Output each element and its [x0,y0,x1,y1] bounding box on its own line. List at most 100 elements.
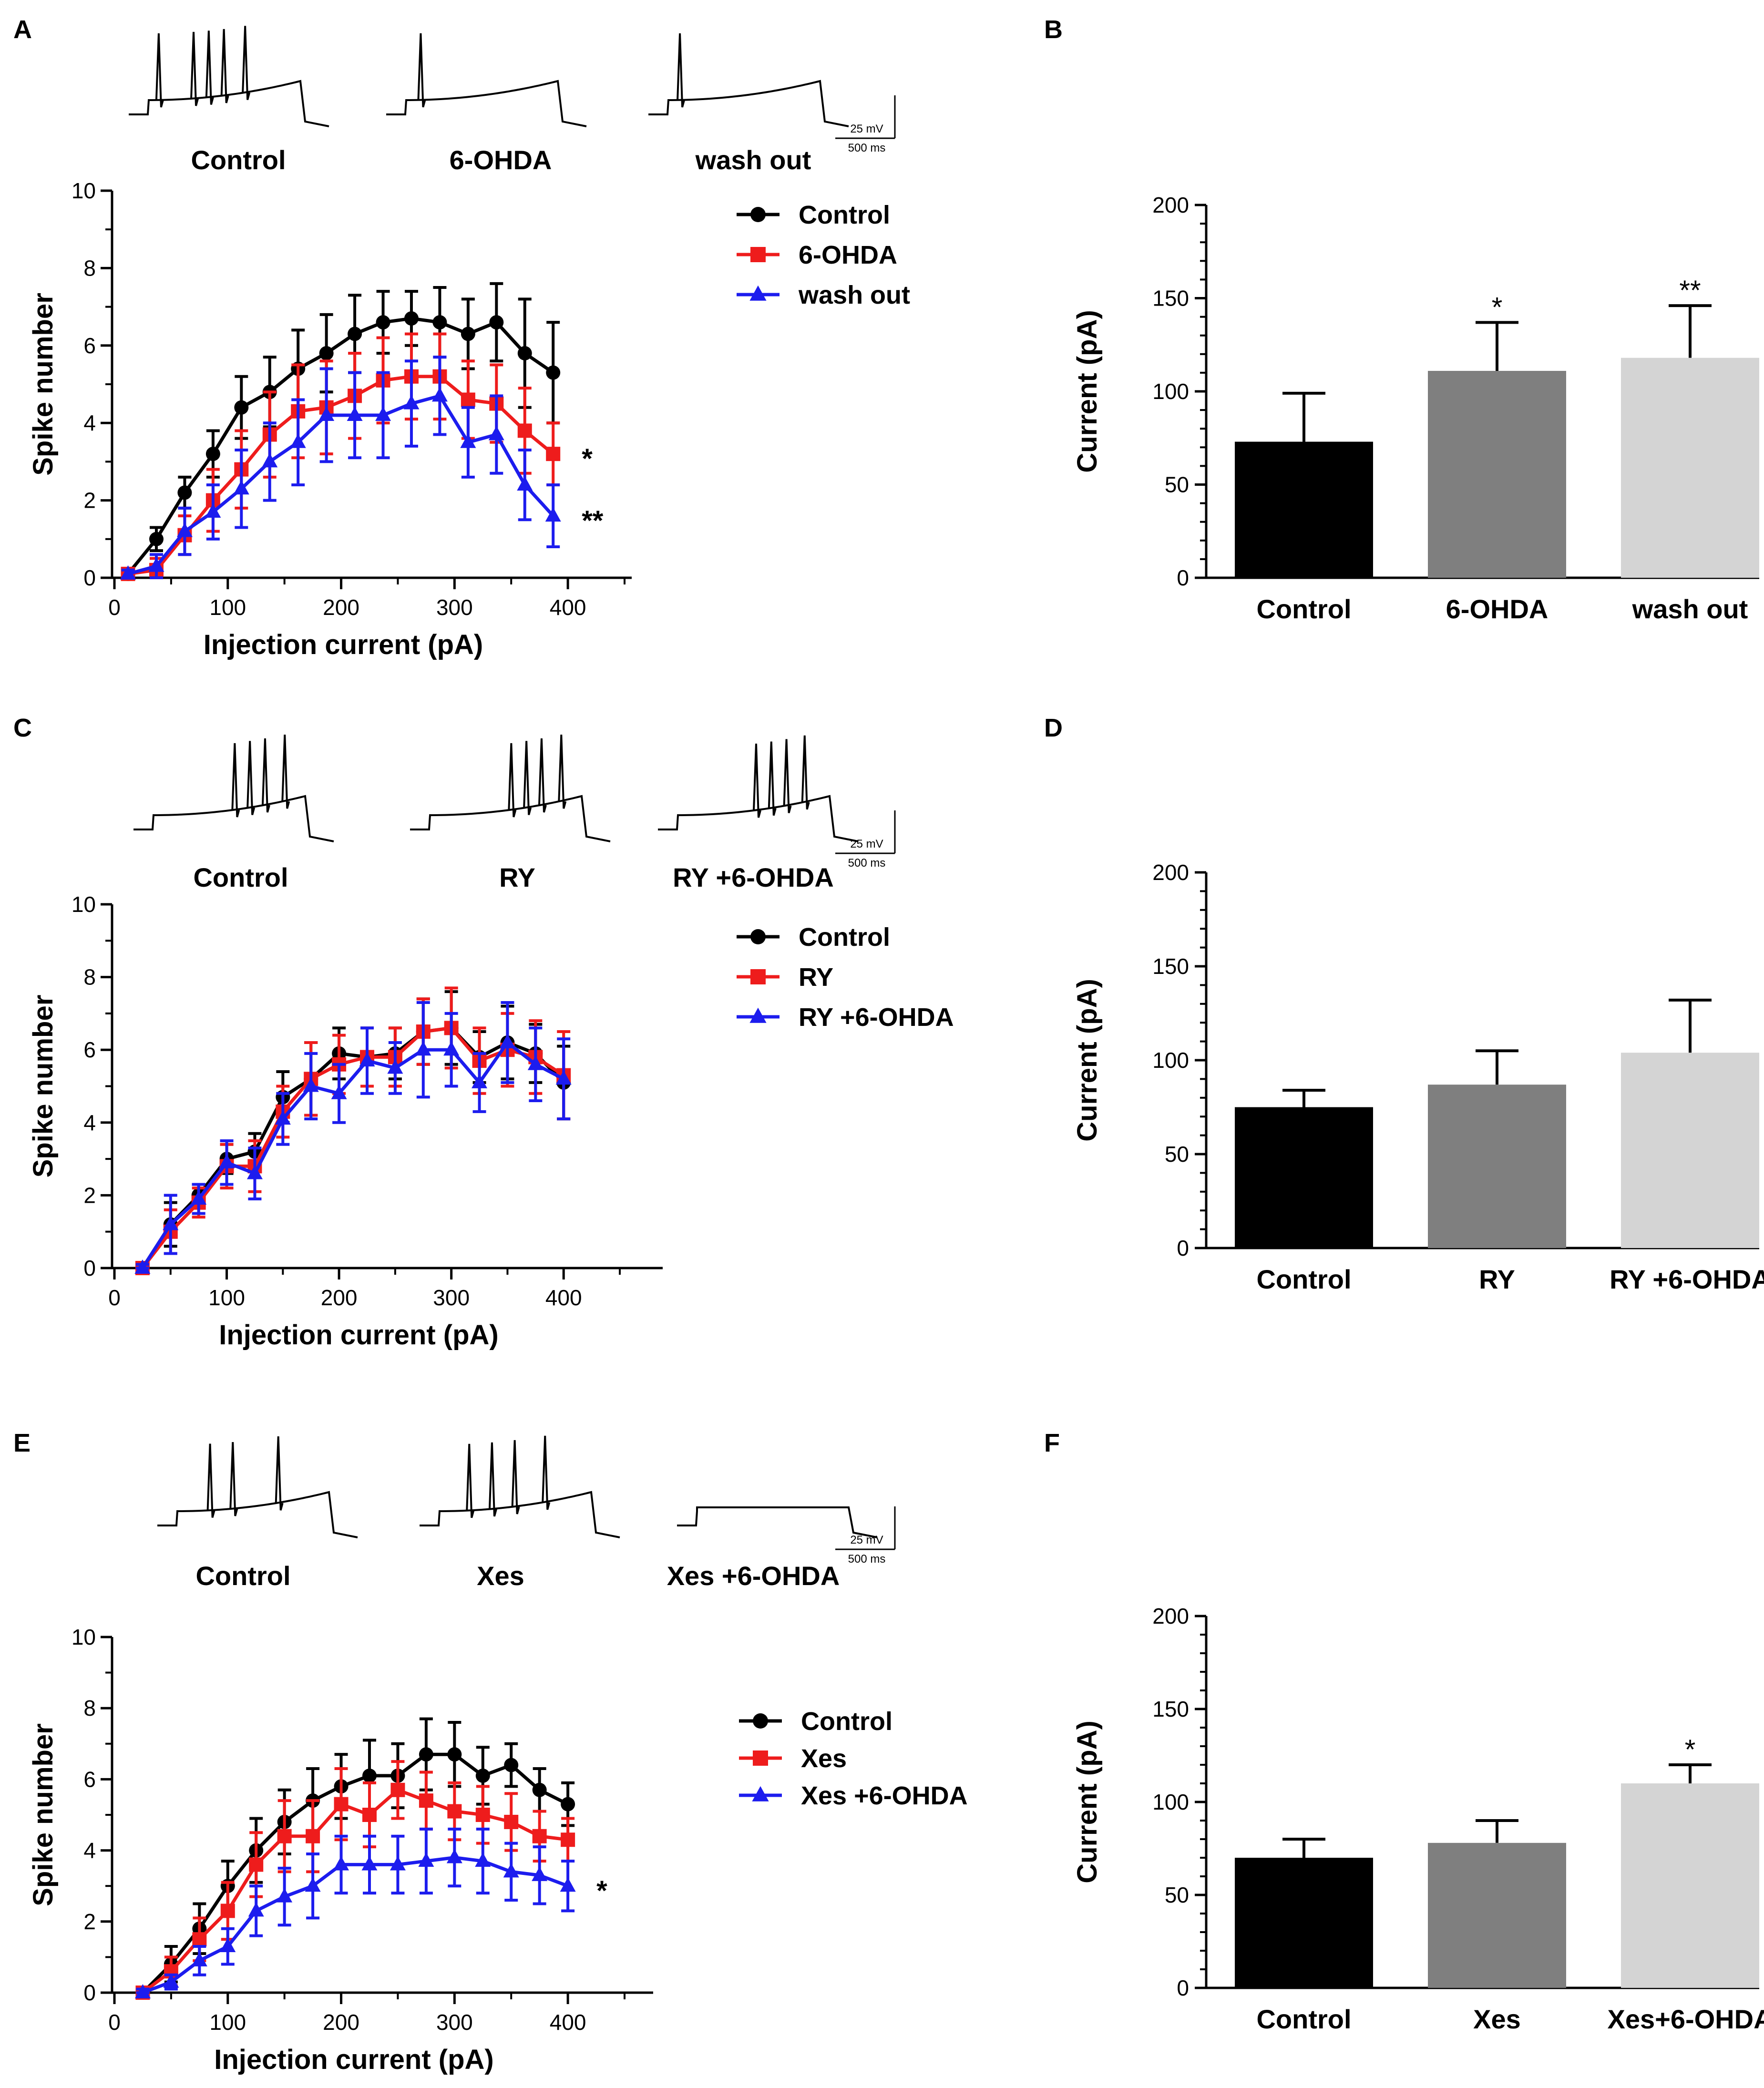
y-tick-label: 150 [1152,954,1189,979]
data-point [376,315,390,330]
panel-letter-d: D [1044,714,1063,742]
x-tick-label: 400 [550,595,586,620]
trace-label: RY +6-OHDA [673,862,834,892]
x-category-label: 6-OHDA [1446,594,1549,624]
data-point [277,1829,292,1843]
trace-label: Control [193,862,288,892]
y-tick-label: 0 [83,565,96,590]
data-point [163,1216,179,1230]
data-point [348,327,362,341]
y-tick-label: 8 [83,965,96,990]
x-tick-label: 0 [108,595,121,620]
series-line [142,1855,569,1995]
data-point [219,1154,235,1168]
data-point [527,1055,544,1070]
legend-label: Control [799,201,890,229]
y-axis-label: Spike number [28,293,59,476]
voltage-trace [420,1491,620,1538]
data-point [205,503,221,518]
y-tick-label: 10 [72,1625,96,1649]
action-potential [511,1440,520,1515]
action-potential [229,1442,238,1516]
y-tick-label: 10 [72,178,96,203]
x-tick-label: 100 [209,595,246,620]
data-point [362,1768,377,1783]
data-point [191,1952,207,1966]
data-point [418,1852,434,1867]
x-category-label: RY +6-OHDA [1610,1264,1764,1294]
y-axis-label: Spike number [28,1723,59,1906]
trace-label: Xes +6-OHDA [667,1561,840,1591]
scale-bar-mv: 25 mV [850,1534,883,1546]
data-point [177,485,192,500]
y-tick-label: 6 [83,333,96,358]
series-line [141,1026,565,1269]
data-point [545,507,561,522]
legend-label: RY +6-OHDA [799,1003,954,1032]
bar [1235,1858,1373,1988]
data-point [472,1074,488,1088]
legend-label: Control [799,923,890,952]
x-tick-label: 300 [436,2010,473,2035]
data-point [149,532,164,546]
action-potential [246,741,256,815]
significance-marker: * [1492,292,1503,323]
y-tick-label: 100 [1152,379,1189,404]
data-point [246,1165,263,1179]
significance-marker: ** [582,505,604,536]
x-tick-label: 100 [208,1285,245,1310]
data-point [192,1932,207,1947]
data-point [499,1034,515,1048]
data-point [134,1259,151,1274]
data-point [475,1852,491,1867]
action-potential [155,33,164,108]
data-point [431,387,448,402]
action-potential [768,741,777,816]
scale-bar-ms: 500 ms [848,857,886,870]
y-tick-label: 6 [83,1037,96,1062]
data-point [532,1829,547,1843]
data-point [331,1085,347,1099]
y-tick-label: 0 [1177,1975,1189,2000]
series-line [141,1752,569,1994]
action-potential [542,1435,551,1510]
data-point [176,522,193,537]
series-line [141,1026,565,1269]
bar [1621,358,1759,578]
scale-bar [835,95,896,139]
data-point [460,433,476,448]
y-tick-label: 200 [1152,193,1189,217]
data-point [503,1863,519,1878]
data-point [532,1782,547,1797]
data-point [750,247,766,262]
voltage-trace [677,1506,878,1538]
data-point [461,327,475,341]
action-potential [466,1443,475,1518]
data-point [504,1814,519,1829]
y-tick-label: 0 [83,1256,96,1280]
data-point [248,1902,264,1917]
x-category-label: wash out [1632,594,1748,624]
data-point [262,453,278,468]
action-potential [783,739,792,813]
action-potential [281,735,290,809]
trace-label: Control [191,145,286,175]
data-point [249,1857,264,1872]
x-tick-label: 400 [550,2010,586,2035]
data-point [148,557,164,572]
action-potential [206,1443,215,1518]
y-axis-label: Current (pA) [1072,1720,1103,1883]
y-tick-label: 150 [1152,286,1189,311]
x-tick-label: 200 [323,2010,359,2035]
scale-bar-mv: 25 mV [850,838,883,850]
action-potential [190,31,199,106]
x-tick-label: 200 [323,595,359,620]
legend-label: Control [801,1707,892,1736]
data-point [517,423,532,438]
data-point [561,1832,575,1847]
y-tick-label: 4 [83,410,96,435]
x-tick-label: 300 [433,1285,470,1310]
data-point [561,1797,575,1812]
data-point [749,1007,767,1023]
